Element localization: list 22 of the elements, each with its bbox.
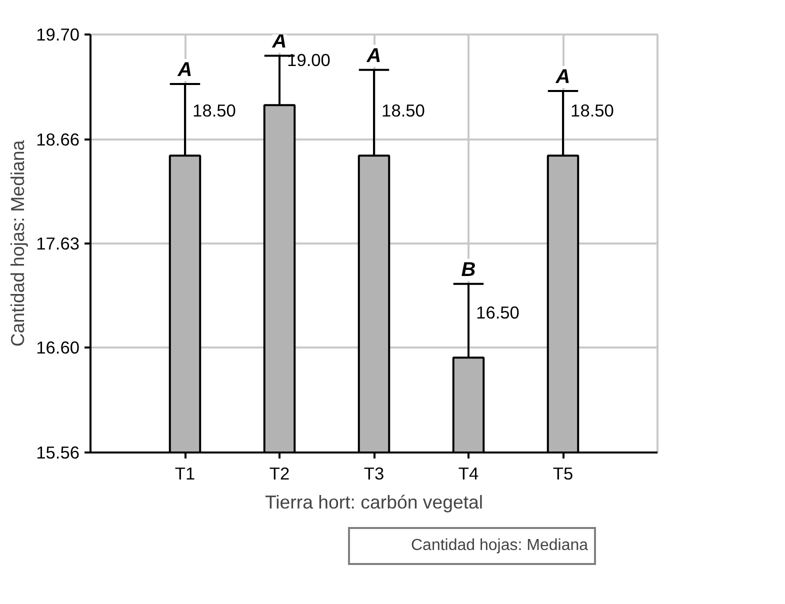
data-label: 18.50 — [192, 100, 236, 121]
annotation: A — [366, 44, 382, 67]
data-label: 18.50 — [570, 100, 614, 121]
data-label: 18.50 — [382, 100, 425, 121]
x-axis-title: Tierra hort: carbón vegetal — [264, 492, 484, 512]
y-axis-title: Cantidad hojas: Mediana — [7, 140, 28, 347]
annotation: B — [461, 258, 476, 281]
y-tick-label: 18.66 — [36, 130, 80, 150]
text: Cantidad hojas: Mediana — [411, 537, 588, 555]
x-tick-label: T3 — [364, 464, 384, 484]
y-tick-label: 19.70 — [36, 24, 80, 44]
annotation: A — [554, 66, 570, 88]
x-tick-label: T2 — [269, 464, 290, 484]
y-tick-label: 17.63 — [36, 234, 80, 254]
x-tick-label: T4 — [458, 464, 479, 484]
x-tick-label: T5 — [552, 464, 574, 484]
y-tick-label: 15.56 — [36, 442, 80, 462]
annotation: A — [176, 58, 192, 81]
data-label: 16.50 — [476, 302, 520, 323]
y-tick-label: 16.60 — [36, 337, 80, 358]
data-label: 19.00 — [287, 50, 330, 70]
x-tick-label: T1 — [174, 464, 196, 484]
